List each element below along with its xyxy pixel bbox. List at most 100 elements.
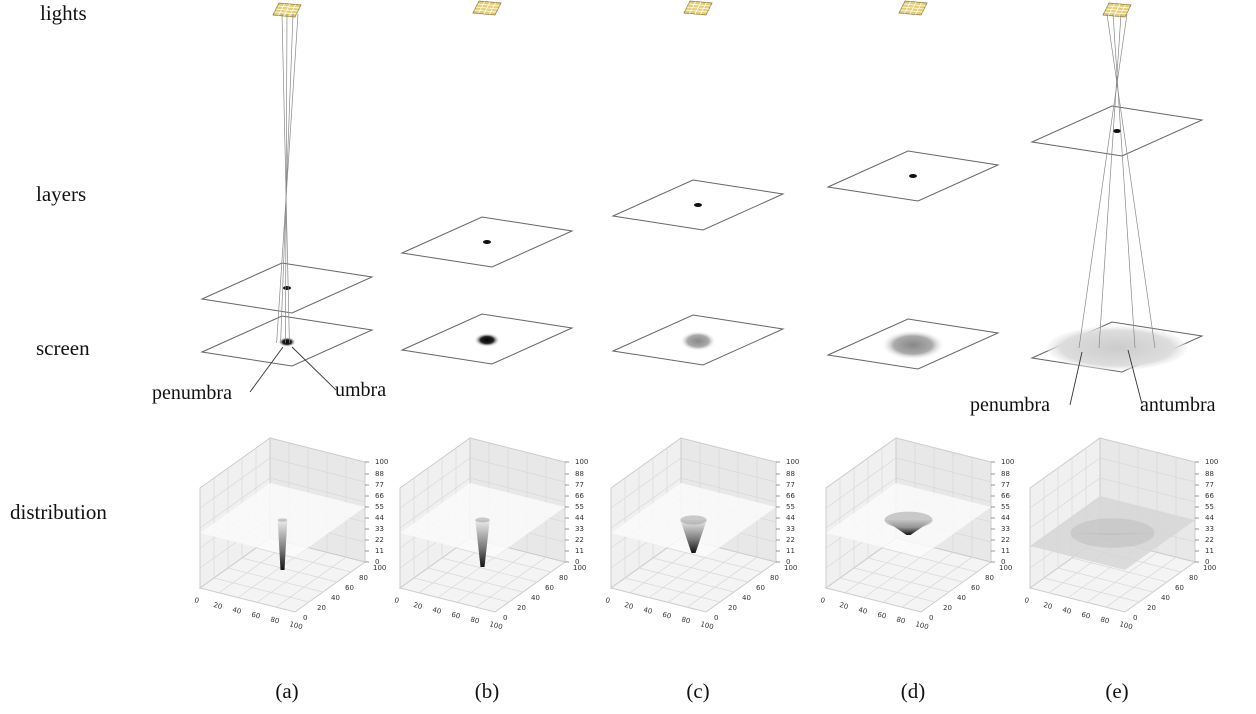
shadow: [680, 331, 716, 351]
z-tick-label: 55: [1001, 503, 1010, 511]
z-tick-label: 33: [786, 525, 795, 533]
z-tick-label: 22: [1001, 536, 1010, 544]
y-tick-label: 60: [756, 584, 765, 592]
x-tick-label: 60: [661, 611, 672, 621]
y-tick-label: 100: [573, 564, 586, 572]
z-tick-label: 88: [786, 470, 795, 478]
surface-dip-rim: [885, 512, 933, 529]
z-tick-label: 22: [786, 536, 795, 544]
x-tick-label: 100: [488, 620, 503, 631]
surface-dip-rim: [475, 517, 489, 522]
z-tick-label: 100: [575, 458, 588, 466]
y-tick-label: 80: [559, 574, 568, 582]
y-tick-label: 80: [359, 574, 368, 582]
row-label: screen: [36, 336, 90, 360]
z-tick-label: 77: [786, 481, 795, 489]
y-tick-label: 40: [531, 594, 540, 602]
x-tick-label: 80: [269, 615, 280, 625]
occluder: [283, 286, 291, 290]
z-tick-label: 11: [1001, 547, 1010, 555]
z-tick-label: 11: [375, 547, 384, 555]
z-tick-label: 33: [375, 525, 384, 533]
y-tick-label: 60: [545, 584, 554, 592]
x-tick-label: 60: [250, 611, 261, 621]
y-tick-label: 60: [345, 584, 354, 592]
x-tick-label: 40: [857, 606, 868, 616]
z-tick-label: 100: [375, 458, 388, 466]
row-label: lights: [40, 1, 87, 25]
x-tick-label: 100: [288, 620, 303, 631]
x-tick-label: 20: [1042, 601, 1053, 611]
z-tick-label: 22: [1205, 536, 1214, 544]
figure: lights layers screen distribution 0 11 22 3…: [0, 0, 1256, 714]
z-tick-label: 11: [1205, 547, 1214, 555]
x-tick-label: 100: [1118, 620, 1133, 631]
x-tick-label: 40: [231, 606, 242, 616]
z-tick-label: 55: [786, 503, 795, 511]
y-tick-label: 100: [373, 564, 386, 572]
z-tick-label: 100: [1205, 458, 1218, 466]
y-tick-label: 0: [1133, 614, 1137, 622]
y-tick-label: 20: [517, 604, 526, 612]
y-tick-label: 20: [728, 604, 737, 612]
x-tick-label: 0: [819, 596, 825, 605]
z-tick-label: 88: [1205, 470, 1214, 478]
z-tick-label: 55: [575, 503, 584, 511]
z-tick-label: 66: [786, 492, 795, 500]
z-tick-label: 44: [575, 514, 584, 522]
y-tick-label: 0: [714, 614, 718, 622]
surface-dip-rim: [278, 518, 288, 521]
occluder: [909, 174, 917, 178]
y-tick-label: 0: [303, 614, 307, 622]
x-tick-label: 80: [895, 615, 906, 625]
occluder: [483, 240, 491, 244]
y-tick-label: 20: [317, 604, 326, 612]
y-tick-label: 100: [784, 564, 797, 572]
z-tick-label: 100: [786, 458, 799, 466]
y-tick-label: 40: [1161, 594, 1170, 602]
z-tick-label: 44: [1001, 514, 1010, 522]
light-ray: [1079, 14, 1127, 348]
y-tick-label: 80: [985, 574, 994, 582]
y-tick-label: 20: [943, 604, 952, 612]
y-tick-label: 60: [1175, 584, 1184, 592]
z-tick-label: 100: [1001, 458, 1014, 466]
annotation: penumbra: [152, 382, 232, 404]
x-tick-label: 80: [469, 615, 480, 625]
y-tick-label: 80: [770, 574, 779, 582]
row-label: layers: [36, 182, 86, 206]
y-tick-label: 40: [742, 594, 751, 602]
z-tick-label: 55: [375, 503, 384, 511]
panel-label: (a): [275, 679, 298, 703]
x-tick-label: 20: [838, 601, 849, 611]
row-label: distribution: [10, 500, 107, 524]
surface-dip-rim: [680, 515, 706, 524]
z-tick-label: 22: [575, 536, 584, 544]
annotation: penumbra: [970, 394, 1050, 416]
surface-dip-rim: [1071, 518, 1155, 547]
light-ray: [1107, 14, 1155, 348]
x-tick-label: 60: [1080, 611, 1091, 621]
z-tick-label: 88: [375, 470, 384, 478]
z-tick-label: 66: [375, 492, 384, 500]
y-tick-label: 0: [503, 614, 507, 622]
z-tick-label: 33: [1001, 525, 1010, 533]
panel-label: (e): [1105, 679, 1128, 703]
x-tick-label: 100: [699, 620, 714, 631]
annotation: umbra: [335, 379, 386, 401]
z-tick-label: 77: [1205, 481, 1214, 489]
x-tick-label: 20: [623, 601, 634, 611]
z-tick-label: 77: [375, 481, 384, 489]
y-tick-label: 100: [1203, 564, 1216, 572]
shadow: [474, 333, 500, 347]
x-tick-label: 0: [193, 596, 199, 605]
x-tick-label: 40: [642, 606, 653, 616]
z-tick-label: 44: [375, 514, 384, 522]
panel-label: (d): [901, 679, 926, 703]
shadow: [1047, 326, 1187, 370]
z-tick-label: 44: [1205, 514, 1214, 522]
x-tick-label: 20: [212, 601, 223, 611]
z-tick-label: 66: [1205, 492, 1214, 500]
x-tick-label: 0: [1023, 596, 1029, 605]
x-tick-label: 60: [876, 611, 887, 621]
